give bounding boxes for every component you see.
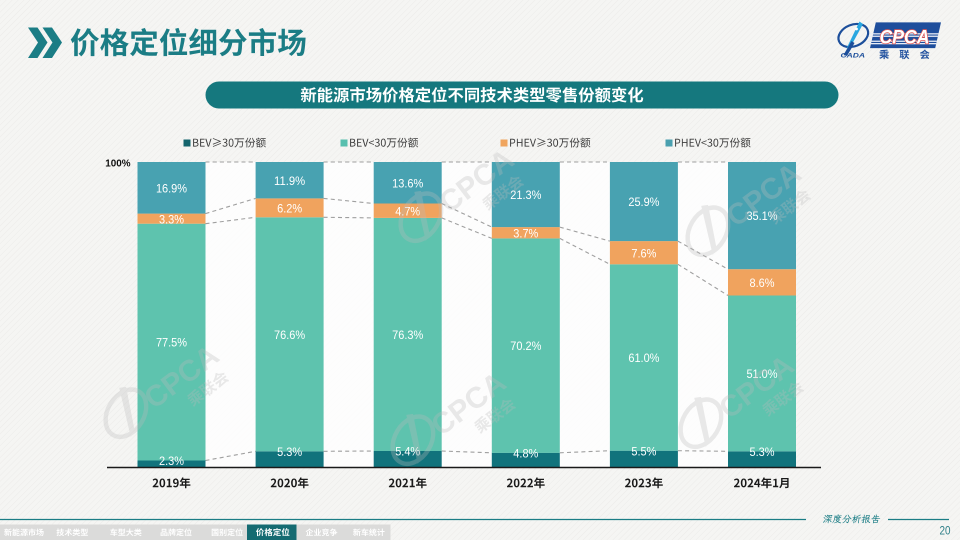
svg-text:76.6%: 76.6%: [274, 328, 305, 342]
svg-text:4.7%: 4.7%: [395, 204, 420, 218]
svg-text:100%: 100%: [105, 159, 130, 170]
svg-text:76.3%: 76.3%: [392, 328, 423, 342]
svg-text:61.0%: 61.0%: [628, 351, 659, 365]
svg-text:3.7%: 3.7%: [513, 226, 538, 240]
svg-text:16.9%: 16.9%: [156, 181, 187, 195]
svg-text:21.3%: 21.3%: [510, 188, 541, 202]
svg-text:70.2%: 70.2%: [510, 339, 541, 353]
svg-text:8.6%: 8.6%: [750, 276, 775, 290]
svg-text:5.5%: 5.5%: [631, 444, 656, 458]
svg-text:5.4%: 5.4%: [395, 445, 420, 459]
svg-text:6.2%: 6.2%: [277, 201, 302, 215]
svg-text:11.9%: 11.9%: [274, 174, 305, 188]
svg-text:CADA: CADA: [841, 53, 866, 60]
svg-text:2.3%: 2.3%: [159, 454, 184, 468]
svg-text:3.3%: 3.3%: [159, 212, 184, 226]
svg-text:CPCA: CPCA: [880, 28, 930, 49]
svg-text:13.6%: 13.6%: [392, 176, 423, 190]
svg-text:5.3%: 5.3%: [277, 445, 302, 459]
svg-text:51.0%: 51.0%: [746, 367, 777, 381]
svg-text:7.6%: 7.6%: [631, 246, 656, 260]
svg-text:5.3%: 5.3%: [750, 445, 775, 459]
svg-text:4.8%: 4.8%: [513, 446, 538, 460]
svg-text:35.1%: 35.1%: [746, 209, 777, 223]
svg-text:77.5%: 77.5%: [156, 336, 187, 350]
svg-text:25.9%: 25.9%: [628, 195, 659, 209]
svg-text:20: 20: [940, 524, 951, 538]
